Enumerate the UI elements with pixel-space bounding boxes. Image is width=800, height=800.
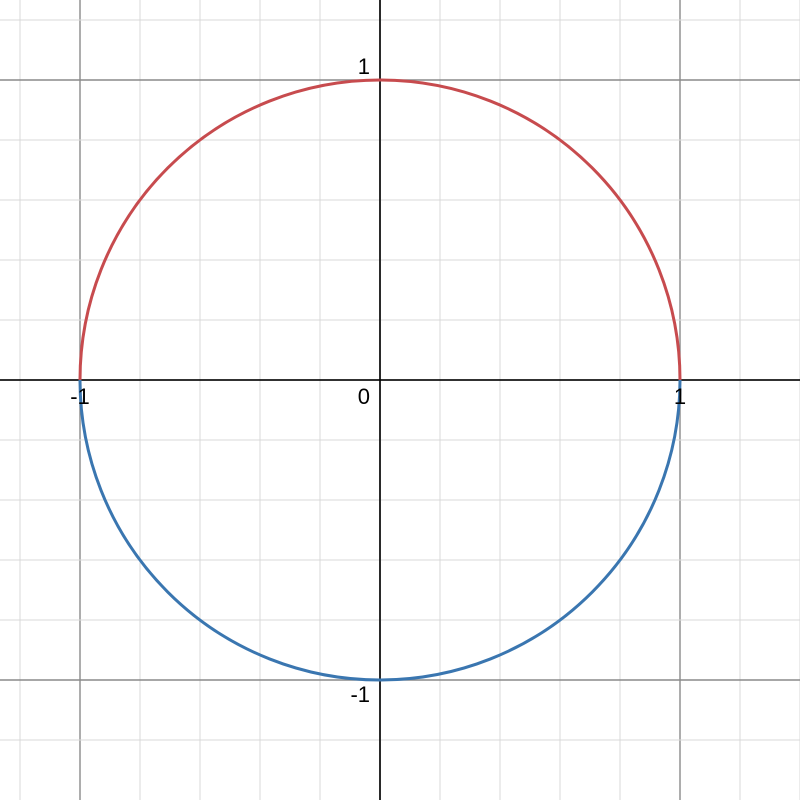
xy-plot: 0 -1 1 1 -1 [0,0,800,800]
x-tick-label: -1 [70,384,90,409]
origin-label: 0 [358,384,370,409]
y-tick-label: 1 [358,54,370,79]
x-tick-label: 1 [674,384,686,409]
y-tick-label: -1 [350,682,370,707]
